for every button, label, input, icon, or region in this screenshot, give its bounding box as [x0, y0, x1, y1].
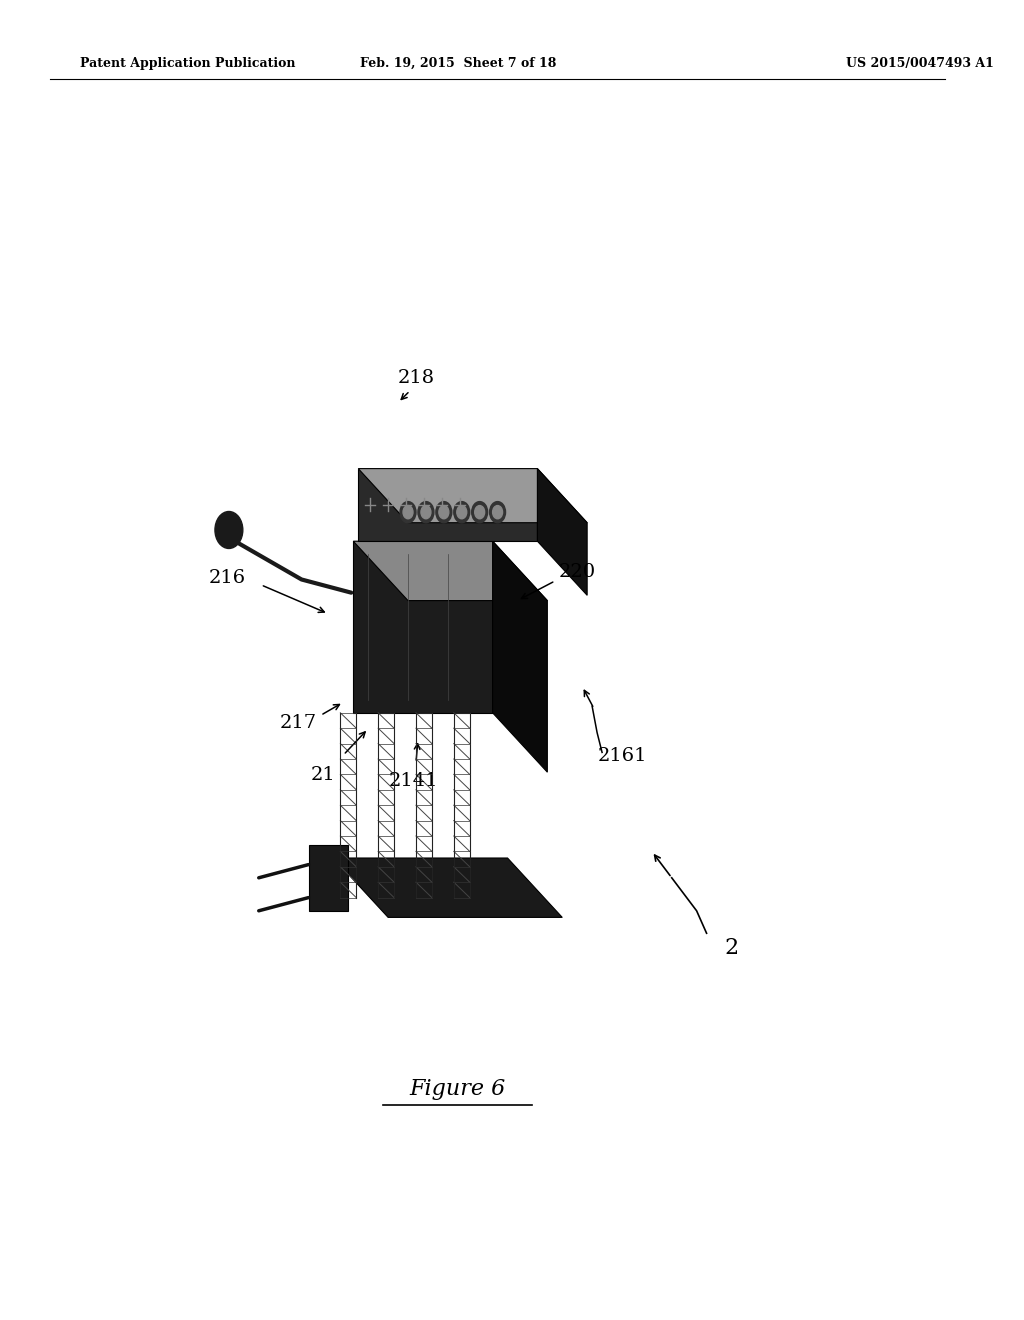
Polygon shape [358, 469, 538, 541]
Circle shape [457, 506, 467, 519]
Polygon shape [308, 845, 348, 911]
Polygon shape [353, 541, 493, 713]
Polygon shape [358, 469, 587, 523]
Circle shape [418, 502, 434, 523]
Circle shape [472, 502, 487, 523]
Text: 2161: 2161 [597, 747, 647, 766]
Text: Figure 6: Figure 6 [410, 1078, 506, 1100]
Circle shape [215, 511, 243, 549]
Circle shape [454, 502, 470, 523]
Text: 217: 217 [280, 714, 317, 733]
Circle shape [439, 506, 449, 519]
Circle shape [493, 506, 503, 519]
Text: 2: 2 [724, 937, 738, 958]
Text: Patent Application Publication: Patent Application Publication [80, 57, 295, 70]
Text: 220: 220 [559, 562, 596, 581]
Circle shape [436, 502, 452, 523]
Polygon shape [493, 541, 548, 772]
Text: 218: 218 [397, 368, 434, 387]
Text: 21: 21 [311, 766, 336, 784]
Circle shape [403, 506, 413, 519]
Polygon shape [353, 541, 548, 601]
Text: Feb. 19, 2015  Sheet 7 of 18: Feb. 19, 2015 Sheet 7 of 18 [359, 57, 556, 70]
Circle shape [400, 502, 416, 523]
Circle shape [475, 506, 484, 519]
Text: US 2015/0047493 A1: US 2015/0047493 A1 [846, 57, 993, 70]
Circle shape [421, 506, 431, 519]
Polygon shape [538, 469, 587, 595]
Circle shape [489, 502, 506, 523]
Text: 216: 216 [208, 569, 246, 587]
Text: 2141: 2141 [388, 772, 437, 791]
Polygon shape [334, 858, 562, 917]
